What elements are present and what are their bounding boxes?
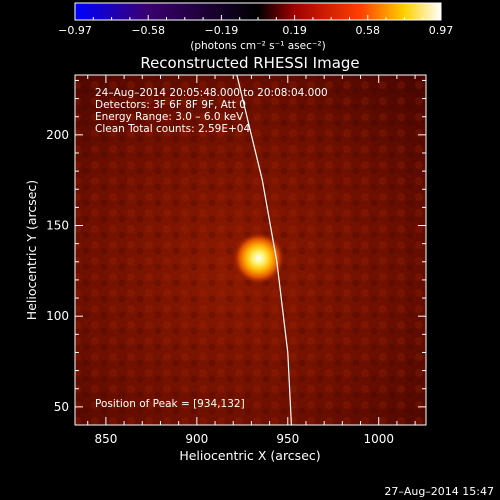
footer-timestamp: 27–Aug–2014 15:47	[384, 485, 494, 498]
annotation-detectors: Detectors: 3F 6F 8F 9F, Att 0	[95, 99, 246, 111]
image-area	[75, 75, 426, 425]
colorbar-label: (photons cm⁻² s⁻¹ asec⁻²)	[190, 40, 325, 52]
annotation-energy-range: Energy Range: 3.0 – 6.0 keV	[95, 111, 244, 123]
plot-frame	[74, 74, 427, 426]
colorbar-ticks: −0.97 −0.58 −0.19 0.19 0.58 0.97	[58, 15, 453, 37]
colorbar-tick-label: −0.58	[131, 24, 165, 37]
colorbar-tick-label: −0.97	[58, 24, 92, 37]
x-tick-label: 950	[276, 432, 299, 446]
x-tick-label: 900	[185, 432, 208, 446]
y-tick-label: 100	[46, 309, 69, 323]
y-tick-label: 50	[54, 400, 69, 414]
colorbar-tick-label: 0.19	[282, 24, 307, 37]
x-axis-label: Heliocentric X (arcsec)	[179, 448, 320, 463]
x-tick-label: 1000	[363, 432, 394, 446]
y-axis-label: Heliocentric Y (arcsec)	[24, 180, 39, 320]
solar-limb-curve	[236, 75, 293, 425]
colorbar-tick-label: 0.97	[429, 24, 454, 37]
axis-ticks: 850 900 950 1000 50 100 150 200	[46, 75, 426, 446]
annotation-peak-position: Position of Peak = [934,132]	[95, 398, 245, 410]
y-tick-label: 200	[46, 128, 69, 142]
peak-source	[232, 232, 285, 285]
x-tick-label: 850	[94, 432, 117, 446]
colorbar-tick-label: −0.19	[205, 24, 239, 37]
chart-title: Reconstructed RHESSI Image	[140, 54, 359, 72]
colorbar-tick-label: 0.58	[356, 24, 381, 37]
annotation-clean-counts: Clean Total counts: 2.59E+04	[95, 123, 250, 135]
annotation-time-range: 24–Aug–2014 20:05:48.000 to 20:08:04.000	[95, 87, 328, 99]
y-tick-label: 150	[46, 219, 69, 233]
